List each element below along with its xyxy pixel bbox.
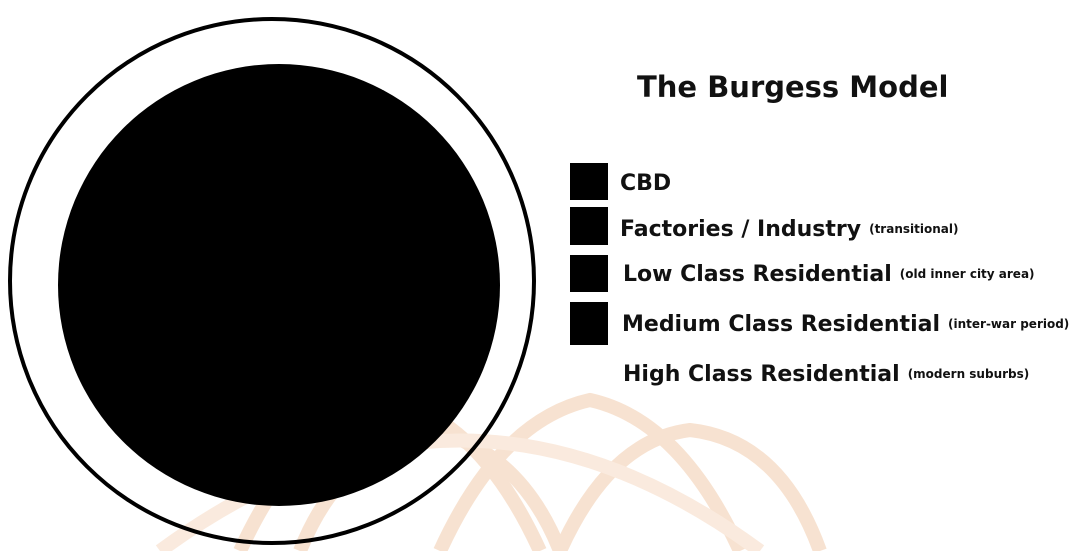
legend-swatch xyxy=(570,163,608,200)
page: {"title": "The Burgess Model", "legend":… xyxy=(0,0,1092,551)
legend-note: (modern suburbs) xyxy=(908,367,1030,381)
title: The Burgess Model xyxy=(637,70,948,104)
legend-swatch xyxy=(570,255,608,292)
legend-entry: High Class Residential (modern suburbs) xyxy=(623,362,1029,387)
legend-swatch xyxy=(570,302,608,345)
legend-entry: CBD xyxy=(620,171,671,196)
legend-label: High Class Residential xyxy=(623,362,900,387)
legend-label: Medium Class Residential xyxy=(622,312,940,337)
legend-label: Low Class Residential xyxy=(623,262,892,287)
legend-note: (old inner city area) xyxy=(900,267,1035,281)
legend-entry: Factories / Industry (transitional) xyxy=(620,217,958,242)
legend-entry: Low Class Residential (old inner city are… xyxy=(623,262,1035,287)
legend: CBD Factories / Industry (transitional) Low… xyxy=(570,163,1069,387)
legend-entry: Medium Class Residential (inter-war perio… xyxy=(622,312,1069,337)
watermark-petal xyxy=(440,400,740,551)
legend-label: CBD xyxy=(620,171,671,196)
inner-zones xyxy=(58,64,500,506)
diagram: The Burgess Model CBD Factories / Industr… xyxy=(0,0,1092,551)
watermark-petal xyxy=(560,430,820,551)
legend-swatch xyxy=(570,207,608,245)
legend-note: (transitional) xyxy=(869,222,958,236)
legend-note: (inter-war period) xyxy=(948,317,1069,331)
legend-label: Factories / Industry xyxy=(620,217,861,242)
